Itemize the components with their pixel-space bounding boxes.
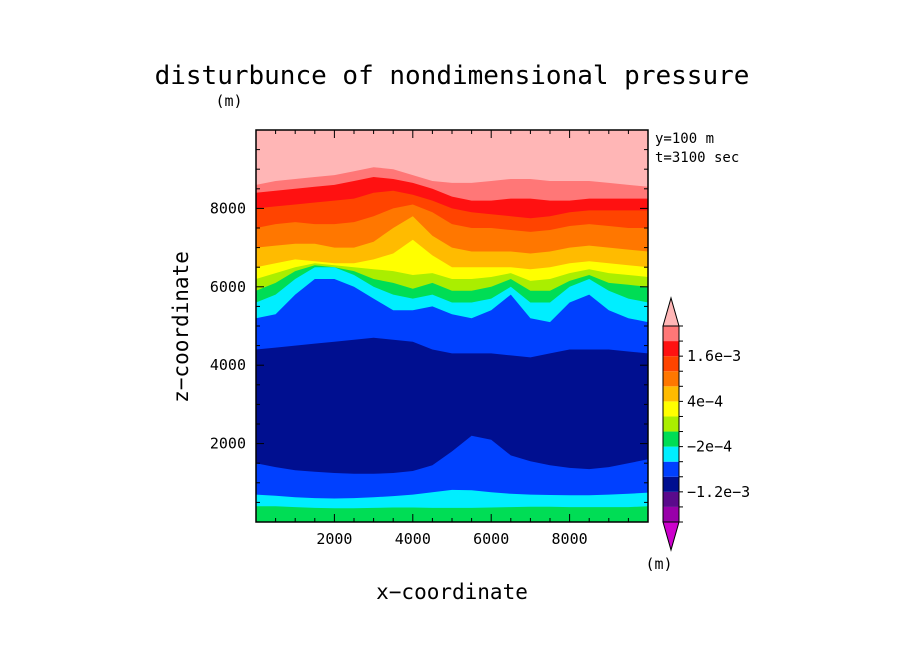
y-tick-label: 8000 [210, 199, 246, 217]
y-tick-label: 4000 [210, 356, 246, 374]
y-tick-label: 2000 [210, 435, 246, 453]
colorbar-box [663, 326, 679, 342]
colorbar-label: −2e−4 [687, 438, 732, 456]
colorbar-box [663, 416, 679, 432]
x-axis-label: x−coordinate [376, 580, 528, 604]
y-unit-label: (m) [215, 92, 242, 110]
colorbar-label: −1.2e−3 [687, 483, 750, 501]
colorbar-box [663, 446, 679, 462]
colorbar: 1.6e−3 4e−4 −2e−4 −1.2e−3 [662, 296, 750, 552]
annotation-y: y=100 m [655, 131, 714, 147]
colorbar-arrow-high [662, 296, 680, 327]
x-tick-label: 8000 [552, 530, 588, 548]
colorbar-label: 1.6e−3 [687, 347, 741, 365]
x-tick-label: 6000 [473, 530, 509, 548]
colorbar-box [663, 476, 679, 492]
y-tick-label: 6000 [210, 278, 246, 296]
annotation-t: t=3100 sec [655, 150, 739, 166]
x-tick-label: 4000 [395, 530, 431, 548]
colorbar-box [663, 506, 679, 522]
colorbar-frame [662, 325, 680, 523]
colorbar-box [663, 386, 679, 402]
colorbar-box [663, 341, 679, 357]
colorbar-label: 4e−4 [687, 392, 723, 410]
y-axis-label: z−coordinate [169, 251, 193, 403]
contour-fill [256, 130, 648, 523]
colorbar-box [663, 356, 679, 372]
colorbar-unit-label: (m) [645, 555, 672, 573]
colorbar-box [663, 401, 679, 417]
colorbar-box [663, 491, 679, 507]
chart-title: disturbunce of nondimensional pressure [155, 61, 750, 91]
colorbar-box [663, 461, 679, 477]
x-tick-label: 2000 [316, 530, 352, 548]
colorbar-box [663, 431, 679, 447]
axis-ticks: 2000 4000 6000 8000 2000 4000 6000 8000 [210, 130, 648, 548]
colorbar-arrow-low [662, 521, 680, 552]
colorbar-box [663, 371, 679, 387]
